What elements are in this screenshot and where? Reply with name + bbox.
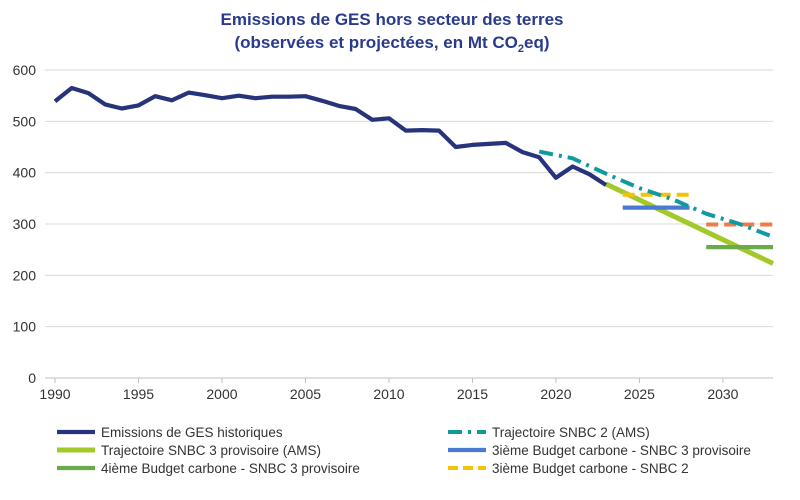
series-line-0 (53, 85, 608, 187)
x-tick-label: 2020 (540, 386, 571, 402)
legend-label-2: Trajectoire SNBC 3 provisoire (AMS) (101, 443, 321, 458)
grid (45, 69, 773, 379)
y-tick-label: 100 (13, 319, 37, 335)
y-tick-label: 200 (13, 267, 37, 283)
x-tick-label: 2025 (624, 386, 655, 402)
x-tick-label: 2000 (206, 386, 237, 402)
chart-title-line2: (observées et projectées, en Mt CO2eq) (234, 33, 549, 55)
chart-title-line1: Emissions de GES hors secteur des terres (221, 10, 564, 29)
y-tick-label: 600 (13, 62, 37, 78)
legend-label-4: 4ième Budget carbone - SNBC 3 provisoire (101, 461, 360, 476)
series-line-2 (604, 181, 775, 266)
chart-title-line2-sub: 2 (518, 43, 524, 55)
y-tick-label: 400 (13, 165, 37, 181)
y-axis: 0 100 200 300 400 500 600 (13, 62, 37, 386)
x-tick-label: 2005 (290, 386, 321, 402)
series-line-1 (538, 149, 774, 239)
legend-label-0: Emissions de GES historiques (101, 425, 283, 440)
x-tick-label: 2030 (707, 386, 738, 402)
x-tick-label: 2010 (373, 386, 404, 402)
chart-title-line2-pre: (observées et projectées, en Mt CO (234, 33, 517, 52)
series-group (53, 85, 775, 266)
legend: Emissions de GES historiques Trajectoire … (57, 425, 751, 476)
legend-label-3: 3ième Budget carbone - SNBC 3 provisoire (492, 443, 751, 458)
x-axis: 1990 1995 2000 2005 2010 2015 2020 2025 2030 (39, 377, 773, 402)
x-tick-label: 1990 (39, 386, 70, 402)
y-tick-label: 500 (13, 113, 37, 129)
legend-label-1: Trajectoire SNBC 2 (AMS) (492, 425, 650, 440)
y-tick-label: 0 (28, 370, 36, 386)
y-tick-label: 300 (13, 216, 37, 232)
legend-label-5: 3ième Budget carbone - SNBC 2 (492, 461, 689, 476)
x-tick-label: 1995 (123, 386, 154, 402)
chart-title-line2-post: eq) (524, 33, 550, 52)
x-tick-label: 2015 (457, 386, 488, 402)
